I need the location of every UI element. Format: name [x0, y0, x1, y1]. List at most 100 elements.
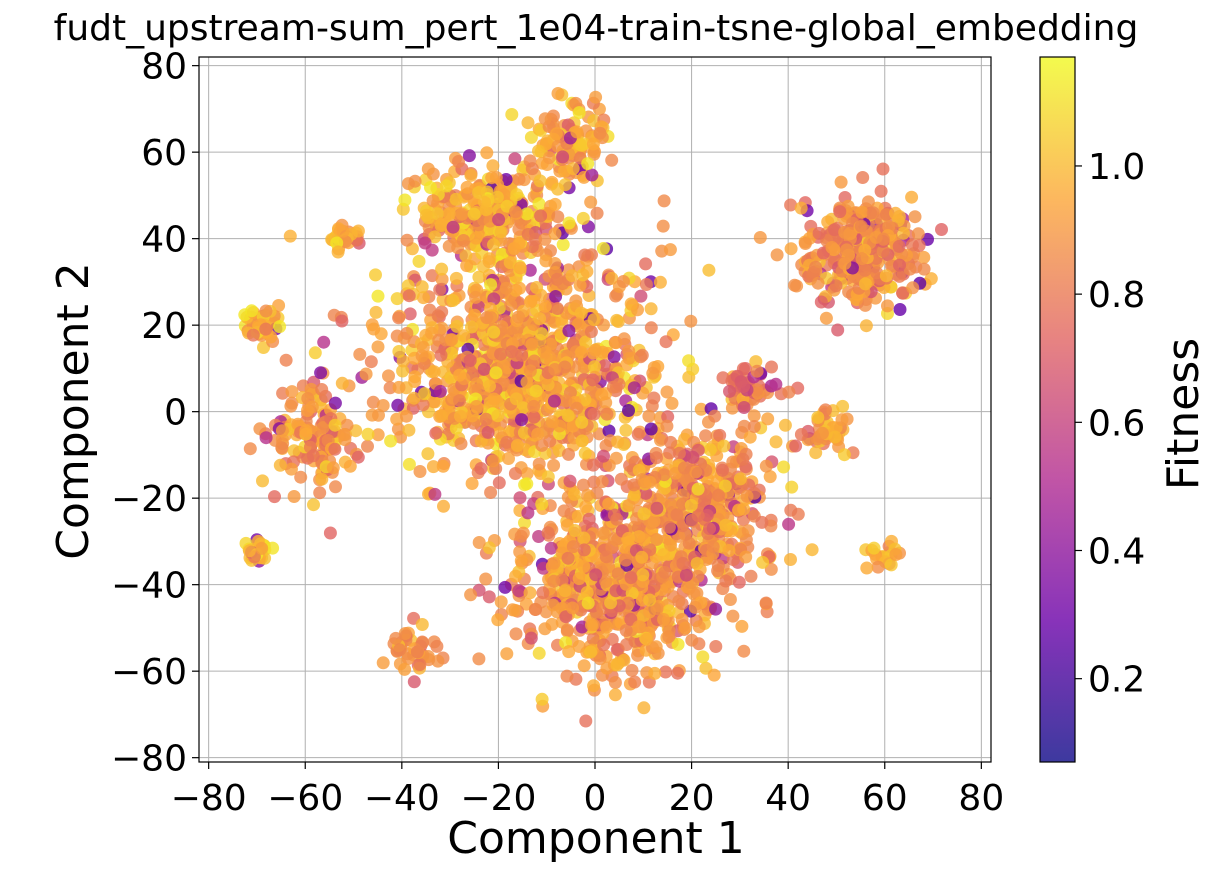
scatter-point: [611, 435, 625, 449]
scatter-point: [369, 268, 382, 282]
scatter-point: [600, 661, 614, 675]
scatter-point: [761, 412, 775, 426]
scatter-point: [834, 175, 848, 189]
scatter-point: [544, 244, 557, 258]
scatter-point: [331, 245, 345, 259]
scatter-point: [636, 568, 650, 582]
scatter-point: [782, 517, 796, 531]
scatter-point: [371, 428, 385, 442]
scatter-point: [308, 346, 322, 360]
scatter-point: [457, 329, 471, 343]
scatter-point: [814, 295, 828, 309]
scatter-point: [315, 383, 329, 396]
scatter-point: [500, 435, 514, 449]
y-tick-label: −40: [111, 566, 187, 607]
colorbar-tick-label: 0.8: [1088, 275, 1145, 316]
scatter-point: [917, 250, 931, 264]
scatter-point: [499, 281, 513, 295]
scatter-point: [809, 260, 823, 274]
scatter-point: [402, 423, 416, 437]
scatter-point: [686, 450, 700, 464]
scatter-point: [605, 271, 619, 285]
scatter-point: [393, 643, 407, 657]
scatter-point: [559, 394, 573, 408]
scatter-point: [587, 679, 601, 693]
scatter-point: [631, 427, 645, 441]
scatter-point: [563, 474, 577, 488]
scatter-point: [620, 638, 634, 651]
scatter-point: [538, 299, 552, 313]
scatter-point: [562, 216, 576, 230]
scatter-point: [268, 490, 281, 504]
scatter-point: [876, 162, 890, 176]
scatter-point: [577, 137, 591, 151]
scatter-point: [468, 308, 482, 322]
scatter-point: [639, 486, 653, 500]
scatter-point: [892, 269, 906, 283]
colorbar-tick-label: 0.6: [1088, 403, 1145, 444]
scatter-point: [678, 621, 692, 635]
scatter-point: [465, 409, 479, 423]
scatter-point: [436, 459, 450, 473]
scatter-point: [579, 714, 593, 728]
scatter-point: [892, 239, 906, 253]
scatter-point: [855, 252, 869, 266]
scatter-point: [763, 470, 777, 484]
scatter-point: [435, 272, 449, 286]
scatter-point: [619, 624, 633, 637]
scatter-point: [798, 237, 812, 250]
scatter-point: [326, 461, 340, 475]
scatter-point: [648, 666, 662, 680]
scatter-point: [369, 305, 383, 319]
scatter-point: [400, 233, 414, 247]
scatter-point: [691, 569, 705, 583]
scatter-point: [688, 600, 702, 614]
scatter-point: [335, 314, 349, 328]
scatter-point: [740, 489, 754, 503]
scatter-point: [663, 446, 677, 460]
scatter-point: [577, 531, 591, 545]
scatter-point: [656, 219, 670, 233]
scatter-point: [537, 344, 551, 358]
scatter-point: [736, 452, 750, 466]
scatter-point: [829, 279, 843, 293]
scatter-point: [500, 647, 514, 661]
scatter-point: [541, 470, 555, 484]
scatter-point: [855, 205, 869, 219]
scatter-point: [716, 371, 730, 385]
scatter-point: [858, 277, 872, 291]
scatter-point: [777, 460, 791, 474]
scatter-point: [403, 307, 417, 321]
scatter-point: [835, 413, 849, 427]
scatter-point: [639, 278, 653, 291]
scatter-point: [690, 557, 704, 570]
scatter-point: [494, 595, 508, 609]
scatter-point: [906, 281, 920, 295]
scatter-point: [402, 457, 416, 471]
scatter-point: [586, 373, 600, 387]
scatter-point: [520, 207, 534, 221]
colorbar-tick-label: 0.4: [1088, 532, 1145, 573]
scatter-point: [416, 398, 430, 412]
scatter-point: [512, 172, 526, 186]
scatter-point: [659, 335, 673, 349]
scatter-point: [702, 263, 716, 277]
scatter-point: [481, 425, 495, 439]
scatter-point: [570, 125, 584, 139]
scatter-point: [524, 130, 538, 144]
scatter-point: [699, 429, 713, 443]
scatter-point: [840, 243, 854, 257]
scatter-point: [737, 644, 751, 658]
scatter-point: [528, 602, 542, 616]
scatter-point: [505, 345, 519, 359]
scatter-point: [560, 669, 574, 683]
scatter-point: [547, 556, 561, 570]
scatter-point: [273, 320, 287, 334]
scatter-point: [398, 662, 412, 676]
scatter-point: [460, 259, 474, 273]
scatter-point: [664, 435, 678, 449]
scatter-point: [684, 314, 698, 328]
scatter-point: [494, 225, 508, 239]
scatter-point: [737, 380, 751, 393]
scatter-point: [523, 364, 537, 378]
